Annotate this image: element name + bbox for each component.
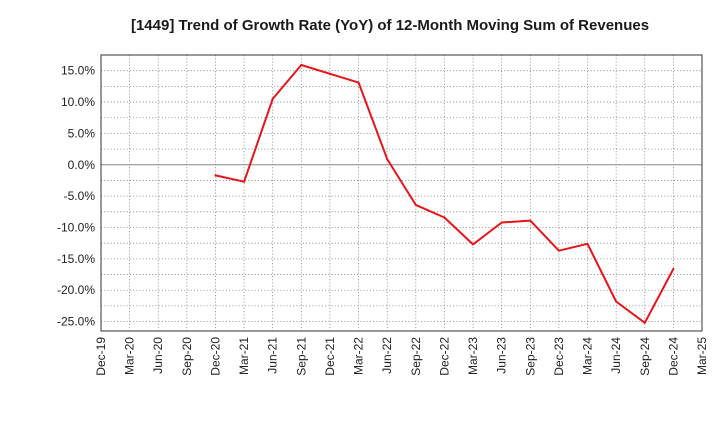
x-tick-label: Sep-20: [180, 337, 194, 376]
data-point: [328, 72, 331, 75]
x-tick-label: Dec-23: [552, 337, 566, 376]
y-tick-label: 0.0%: [68, 158, 96, 172]
x-tick-label: Sep-24: [638, 337, 652, 376]
data-point: [243, 180, 246, 183]
x-tick-label: Mar-20: [123, 337, 137, 375]
x-tick-label: Mar-22: [352, 337, 366, 375]
grid-layer: [101, 55, 702, 331]
data-point: [271, 97, 274, 100]
data-point: [500, 221, 503, 224]
x-tick-label: Jun-20: [151, 337, 165, 374]
x-tick-label: Jun-23: [495, 337, 509, 374]
chart-title: [1449] Trend of Growth Rate (YoY) of 12-…: [131, 17, 649, 34]
x-tick-label: Jun-22: [380, 337, 394, 374]
y-tick-label: -5.0%: [64, 189, 96, 203]
y-axis-tick-labels: 15.0% 10.0% 5.0% 0.0% -5.0% -10.0% -15.0% -20.0…: [57, 64, 95, 329]
x-tick-label: Sep-22: [409, 337, 423, 376]
x-axis-tick-labels: Dec-19 Mar-20 Jun-20 Sep-20 Dec-20 Mar-21 Jun-…: [94, 337, 709, 376]
y-tick-label: -15.0%: [57, 252, 95, 266]
data-point: [300, 64, 303, 67]
y-tick-label: 10.0%: [61, 95, 95, 109]
x-tick-label: Dec-22: [437, 337, 451, 376]
data-point: [529, 219, 532, 222]
x-tick-label: Sep-21: [294, 337, 308, 376]
y-tick-label: -10.0%: [57, 221, 95, 235]
x-tick-label: Jun-24: [609, 337, 623, 374]
data-point: [386, 158, 389, 161]
y-tick-label: 5.0%: [68, 126, 96, 140]
data-point: [586, 242, 589, 245]
x-tick-label: Mar-23: [466, 337, 480, 375]
data-point: [443, 216, 446, 219]
x-tick-label: Dec-24: [666, 337, 680, 376]
plot-frame: [100, 54, 703, 332]
data-point: [472, 243, 475, 246]
data-point: [643, 321, 646, 324]
y-tick-label: -20.0%: [57, 283, 95, 297]
x-tick-label: Sep-23: [523, 337, 537, 376]
data-point: [672, 267, 675, 270]
data-point: [615, 300, 618, 303]
data-point: [414, 203, 417, 206]
x-tick-label: Mar-21: [237, 337, 251, 375]
y-tick-label: 15.0%: [61, 64, 95, 78]
series-layer: [214, 64, 675, 324]
x-tick-label: Jun-21: [266, 337, 280, 374]
y-tick-label: -25.0%: [57, 315, 95, 329]
data-point: [357, 81, 360, 84]
x-tick-label: Mar-25: [695, 337, 709, 375]
x-tick-label: Dec-20: [208, 337, 222, 376]
x-tick-label: Dec-19: [94, 337, 108, 376]
x-tick-label: Dec-21: [323, 337, 337, 376]
data-point: [557, 249, 560, 252]
data-point: [214, 174, 217, 177]
x-tick-label: Mar-24: [581, 337, 595, 375]
